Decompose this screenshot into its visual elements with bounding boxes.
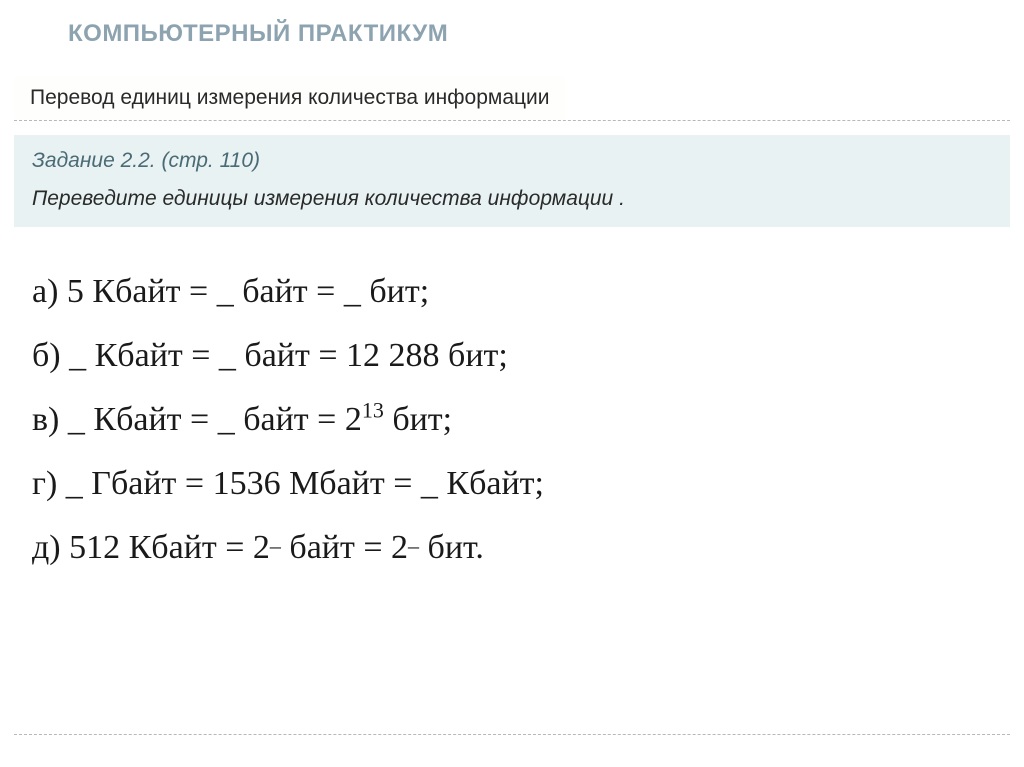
task-container: Задание 2.2. (стр. 110) Переведите едини…: [14, 135, 1010, 227]
unit-d1: Гбайт =: [83, 465, 213, 502]
problem-c: в) _ Кбайт = _ байт = 213 бит;: [32, 403, 1024, 437]
value-c2: _: [218, 401, 235, 438]
value-d1: _: [66, 465, 83, 502]
unit-e3: бит.: [419, 529, 484, 566]
unit-e1: Кбайт =: [120, 529, 253, 566]
unit-a2: байт =: [234, 273, 344, 310]
unit-e2: байт =: [281, 529, 391, 566]
top-divider: [14, 120, 1010, 121]
unit-a1: Кбайт =: [84, 273, 217, 310]
unit-c3: бит;: [384, 401, 452, 438]
value-b3: 12 288: [346, 337, 440, 374]
value-a2: _: [217, 273, 234, 310]
value-d2: 1536: [213, 465, 281, 502]
unit-b2: байт =: [236, 337, 346, 374]
subtitle-container: Перевод единиц измерения количества инфо…: [14, 76, 565, 120]
problems-list: а) 5 Кбайт = _ байт = _ бит; б) _ Кбайт …: [32, 275, 1024, 565]
unit-b1: Кбайт =: [86, 337, 219, 374]
value-b2: _: [219, 337, 236, 374]
problem-d: г) _ Гбайт = 1536 Мбайт = _ Кбайт;: [32, 467, 1024, 501]
value-b1: _: [69, 337, 86, 374]
exp-e3: _: [408, 526, 419, 551]
label-b: б): [32, 337, 69, 374]
problem-e: д) 512 Кбайт = 2_ байт = 2_ бит.: [32, 531, 1024, 565]
value-e1: 512: [69, 529, 120, 566]
label-d: г): [32, 465, 66, 502]
value-c1: _: [68, 401, 85, 438]
unit-d3: Кбайт;: [438, 465, 544, 502]
subtitle-text: Перевод единиц измерения количества инфо…: [30, 86, 549, 110]
label-e: д): [32, 529, 69, 566]
base-e2: 2: [253, 529, 270, 566]
unit-c2: байт =: [235, 401, 345, 438]
exp-c: 13: [362, 398, 384, 423]
base-e3: 2: [391, 529, 408, 566]
value-a1: 5: [67, 273, 84, 310]
problem-a: а) 5 Кбайт = _ байт = _ бит;: [32, 275, 1024, 309]
task-reference: Задание 2.2. (стр. 110): [32, 149, 992, 173]
value-a3: _: [344, 273, 361, 310]
bottom-divider: [14, 734, 1010, 735]
page-heading: КОМПЬЮТЕРНЫЙ ПРАКТИКУМ: [0, 20, 1024, 48]
unit-b3: бит;: [440, 337, 508, 374]
base-c: 2: [345, 401, 362, 438]
value-d3: _: [421, 465, 438, 502]
unit-c1: Кбайт =: [85, 401, 218, 438]
label-a: а): [32, 273, 67, 310]
exp-e2: _: [270, 526, 281, 551]
problem-b: б) _ Кбайт = _ байт = 12 288 бит;: [32, 339, 1024, 373]
label-c: в): [32, 401, 68, 438]
unit-a3: бит;: [361, 273, 429, 310]
unit-d2: Мбайт =: [281, 465, 421, 502]
task-instruction: Переведите единицы измерения количества …: [32, 187, 992, 211]
